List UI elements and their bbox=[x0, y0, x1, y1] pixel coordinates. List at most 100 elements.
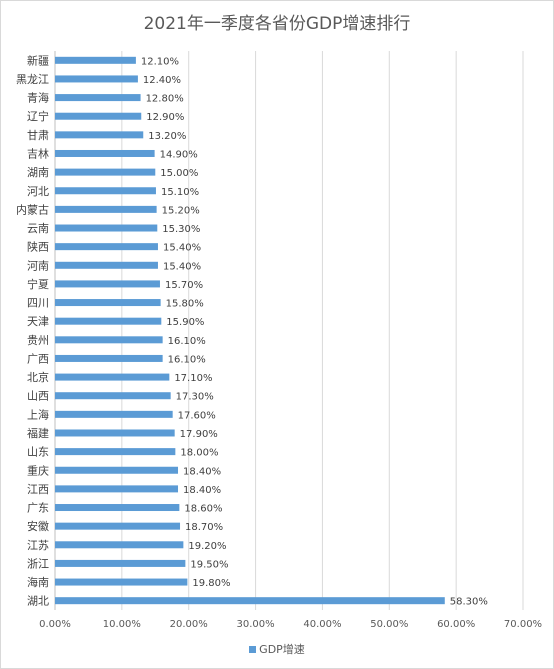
category-label: 上海 bbox=[27, 407, 49, 421]
category-label: 北京 bbox=[27, 370, 49, 384]
data-label: 16.10% bbox=[168, 336, 206, 347]
data-label: 15.80% bbox=[166, 299, 204, 310]
category-label: 陕西 bbox=[27, 240, 49, 254]
bar bbox=[55, 504, 180, 512]
x-tick-label: 50.00% bbox=[370, 619, 408, 630]
data-label: 58.30% bbox=[450, 597, 488, 608]
data-label: 15.30% bbox=[162, 224, 200, 235]
bar bbox=[55, 75, 138, 83]
chart-title: 2021年一季度各省份GDP增速排行 bbox=[143, 14, 411, 34]
category-label: 重庆 bbox=[27, 463, 49, 477]
bar bbox=[55, 205, 157, 213]
x-tick-label: 20.00% bbox=[170, 619, 208, 630]
bar bbox=[55, 224, 158, 232]
bar bbox=[55, 261, 158, 269]
data-label: 19.20% bbox=[188, 541, 226, 552]
bar bbox=[55, 429, 175, 437]
x-tick-label: 30.00% bbox=[237, 619, 275, 630]
category-label: 湖南 bbox=[27, 166, 49, 179]
bar bbox=[55, 373, 170, 381]
data-label: 17.10% bbox=[174, 373, 212, 384]
category-label: 青海 bbox=[27, 91, 49, 105]
data-label: 15.40% bbox=[163, 243, 201, 254]
data-label: 12.10% bbox=[141, 56, 179, 67]
bar bbox=[55, 112, 142, 120]
category-label: 云南 bbox=[27, 222, 49, 235]
category-label: 宁夏 bbox=[27, 277, 49, 291]
category-label: 安徽 bbox=[27, 519, 49, 533]
data-label: 18.00% bbox=[180, 448, 218, 459]
x-tick-label: 0.00% bbox=[39, 619, 71, 630]
bar bbox=[55, 187, 156, 195]
data-label: 18.40% bbox=[183, 466, 221, 477]
data-label: 15.20% bbox=[162, 205, 200, 216]
category-label: 河南 bbox=[27, 259, 49, 272]
bar bbox=[55, 336, 163, 344]
data-label: 17.60% bbox=[178, 410, 216, 421]
category-label: 浙江 bbox=[27, 557, 49, 570]
data-label: 18.70% bbox=[185, 522, 223, 533]
data-label: 14.90% bbox=[160, 149, 198, 160]
data-label: 15.10% bbox=[161, 187, 199, 198]
category-label: 江西 bbox=[27, 483, 49, 496]
category-label: 山东 bbox=[27, 446, 49, 459]
legend-label: GDP增速 bbox=[259, 643, 305, 656]
data-label: 15.90% bbox=[166, 317, 204, 328]
bar bbox=[55, 94, 141, 102]
data-label: 12.90% bbox=[146, 112, 184, 123]
bar bbox=[55, 578, 188, 586]
category-label: 福建 bbox=[27, 426, 49, 440]
legend-swatch bbox=[249, 645, 257, 653]
category-label: 广西 bbox=[27, 352, 49, 365]
data-label: 15.70% bbox=[165, 280, 203, 291]
data-label: 16.10% bbox=[168, 354, 206, 365]
bar bbox=[55, 597, 445, 605]
category-label: 四川 bbox=[27, 297, 49, 310]
data-label: 17.90% bbox=[180, 429, 218, 440]
x-tick-label: 60.00% bbox=[437, 619, 475, 630]
category-label: 山西 bbox=[27, 390, 49, 403]
bar bbox=[55, 56, 136, 64]
x-tick-label: 70.00% bbox=[504, 619, 542, 630]
bar bbox=[55, 317, 162, 325]
data-label: 17.30% bbox=[176, 392, 214, 403]
bar bbox=[55, 410, 173, 418]
category-label: 吉林 bbox=[27, 146, 49, 160]
bar bbox=[55, 243, 158, 251]
data-label: 15.40% bbox=[163, 261, 201, 272]
legend: GDP增速 bbox=[1, 641, 553, 657]
bar bbox=[55, 149, 155, 157]
category-label: 内蒙古 bbox=[16, 202, 49, 216]
category-label: 贵州 bbox=[27, 334, 49, 347]
bar bbox=[55, 485, 179, 493]
data-label: 18.60% bbox=[184, 504, 222, 515]
category-label: 河北 bbox=[27, 185, 49, 198]
bar bbox=[55, 280, 160, 288]
bar bbox=[55, 541, 184, 549]
category-label: 湖北 bbox=[27, 595, 49, 608]
bar bbox=[55, 168, 156, 176]
category-label: 广东 bbox=[27, 502, 49, 515]
category-label: 辽宁 bbox=[27, 109, 49, 123]
data-label: 19.80% bbox=[192, 578, 230, 589]
x-tick-label: 10.00% bbox=[103, 619, 141, 630]
bar bbox=[55, 466, 179, 474]
bar bbox=[55, 559, 186, 567]
category-label: 天津 bbox=[27, 315, 49, 328]
x-tick-label: 40.00% bbox=[303, 619, 341, 630]
bar bbox=[55, 131, 144, 139]
category-label: 黑龙江 bbox=[16, 73, 49, 86]
data-label: 15.00% bbox=[160, 168, 198, 179]
bar bbox=[55, 354, 163, 362]
category-label: 海南 bbox=[27, 575, 49, 589]
bar bbox=[55, 522, 181, 530]
bar bbox=[55, 299, 161, 307]
category-label: 新疆 bbox=[27, 53, 49, 67]
data-label: 18.40% bbox=[183, 485, 221, 496]
bar bbox=[55, 392, 171, 400]
data-label: 12.80% bbox=[146, 94, 184, 105]
data-label: 19.50% bbox=[190, 559, 228, 570]
bar bbox=[55, 448, 176, 456]
